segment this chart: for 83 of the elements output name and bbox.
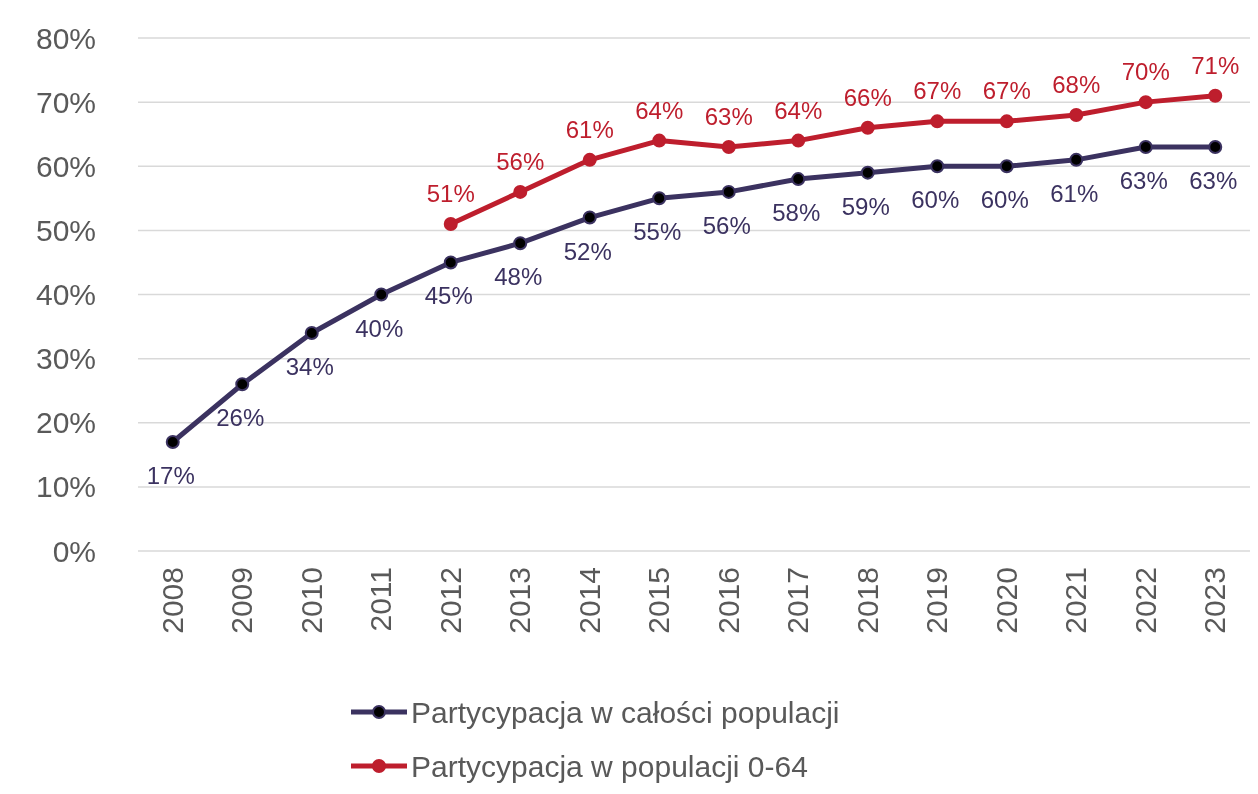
point (582, 152, 597, 167)
point (1069, 152, 1084, 167)
y-tick-label: 10% (35, 470, 96, 504)
point (582, 210, 597, 225)
x-tick-label: 2020 (989, 567, 1023, 634)
point (374, 287, 389, 302)
x-tick-label: 2016 (711, 567, 745, 634)
data-label: 26% (216, 404, 265, 432)
x-tick-label: 2017 (781, 567, 815, 634)
data-label: 64% (774, 96, 823, 124)
point (860, 120, 875, 135)
point (791, 172, 806, 187)
point (791, 133, 806, 148)
point (721, 184, 736, 199)
x-tick-label: 2010 (294, 567, 328, 634)
x-tick-label: 2013 (503, 567, 537, 634)
data-label: 59% (841, 192, 890, 220)
point (235, 377, 250, 392)
data-label: 67% (913, 77, 962, 105)
point (165, 434, 180, 449)
data-label: 55% (633, 218, 682, 246)
x-tick-label: 2008 (155, 567, 189, 634)
data-label: 63% (704, 103, 753, 131)
data-label: 67% (982, 77, 1031, 105)
data-label: 51% (426, 179, 475, 207)
point (513, 184, 528, 199)
x-tick-label: 2012 (433, 567, 467, 634)
data-label: 70% (1121, 58, 1170, 86)
point (652, 133, 667, 148)
data-label: 34% (285, 352, 334, 380)
y-tick-label: 50% (35, 213, 96, 247)
x-tick-label: 2023 (1198, 567, 1232, 634)
point (1208, 140, 1223, 155)
data-label: 48% (494, 263, 543, 291)
x-tick-label: 2022 (1128, 567, 1162, 634)
point (721, 140, 736, 155)
x-tick-label: 2015 (642, 567, 676, 634)
x-tick-label: 2014 (572, 567, 606, 634)
x-tick-label: 2021 (1059, 567, 1093, 634)
y-tick-label: 0% (52, 534, 96, 568)
y-tick-label: 30% (35, 342, 96, 376)
point (999, 114, 1014, 129)
data-label: 61% (565, 115, 614, 143)
point (1138, 140, 1153, 155)
data-label: 64% (635, 96, 684, 124)
x-tick-label: 2009 (225, 567, 259, 634)
x-tick-label: 2011 (364, 567, 398, 632)
point (513, 236, 528, 251)
data-label: 68% (1052, 70, 1101, 98)
data-label: 63% (1119, 167, 1168, 195)
point (999, 159, 1014, 174)
data-label: 60% (911, 186, 960, 214)
point (860, 165, 875, 180)
legend-label: Partycypacja w całości populacji (411, 695, 840, 729)
point (930, 114, 945, 129)
point (1138, 95, 1153, 110)
data-label: 52% (563, 237, 612, 265)
data-label: 71% (1191, 51, 1240, 79)
point (443, 216, 458, 231)
x-tick-label: 2018 (850, 567, 884, 634)
point (304, 325, 319, 340)
point (930, 159, 945, 174)
point (1208, 88, 1223, 103)
data-label: 60% (980, 186, 1029, 214)
y-tick-label: 70% (35, 85, 96, 119)
point (1069, 107, 1084, 122)
y-tick-label: 60% (35, 149, 96, 183)
data-label: 66% (843, 83, 892, 111)
legend-label: Partycypacja w populacji 0-64 (411, 749, 808, 783)
y-tick-label: 40% (35, 278, 96, 311)
data-label: 61% (1050, 179, 1099, 207)
point (443, 255, 458, 270)
data-label: 58% (772, 199, 821, 227)
data-label: 17% (146, 461, 195, 489)
data-label: 56% (496, 147, 545, 175)
point (652, 191, 667, 206)
data-label: 40% (355, 314, 404, 342)
data-label: 45% (424, 282, 473, 310)
x-tick-label: 2019 (920, 567, 954, 634)
y-tick-label: 20% (35, 406, 96, 440)
data-label: 56% (702, 211, 751, 239)
y-tick-label: 80% (35, 21, 96, 55)
data-label: 63% (1189, 167, 1238, 195)
